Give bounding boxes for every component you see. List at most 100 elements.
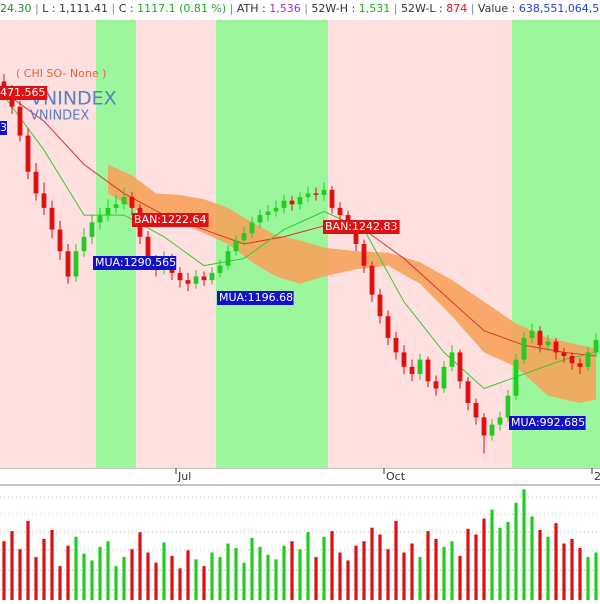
candle-body [89, 222, 95, 237]
candle-body [73, 251, 79, 277]
volume-bar [82, 553, 86, 600]
volume-bar [194, 559, 198, 600]
volume-bar [346, 560, 350, 600]
candle-body [97, 215, 103, 223]
candle-body [497, 417, 503, 425]
separator: | [108, 2, 119, 15]
volume-bar [450, 541, 454, 600]
candle-body [209, 272, 215, 281]
header-value: 24.30 [0, 2, 32, 15]
volume-bar [66, 545, 70, 600]
candle-body [425, 359, 431, 382]
candle-body [441, 366, 447, 389]
volume-bar [202, 566, 206, 600]
candle-body [33, 171, 39, 194]
volume-bar [258, 546, 262, 600]
volume-bar [154, 562, 158, 600]
signal-zone [96, 20, 136, 468]
candle-body [185, 280, 191, 284]
header-value: 874 [446, 2, 467, 15]
header-label: 52W-H : [311, 2, 358, 15]
candle-body [233, 240, 239, 252]
volume-bar [546, 536, 550, 600]
ma-line [3, 95, 597, 390]
annotation-box [323, 220, 400, 234]
annotation: MUA:1290.565 [95, 256, 176, 269]
candle-body [57, 229, 63, 252]
volume-bar [242, 562, 246, 600]
candle-body [201, 276, 207, 281]
annotation: MUA:992.685 [511, 416, 585, 429]
volume-bar [362, 541, 366, 600]
candle-body [513, 359, 519, 396]
volume-bar [106, 541, 110, 600]
candle-body [281, 200, 287, 208]
header-label: Value : [478, 2, 519, 15]
volume-bar [522, 489, 526, 600]
symbol: VNINDEX [30, 88, 117, 110]
volume-bar [458, 555, 462, 600]
volume-bar [434, 538, 438, 600]
volume-bar [410, 543, 414, 600]
volume-bar [162, 542, 166, 600]
annotation-box [509, 416, 586, 430]
candle-body [217, 265, 223, 273]
candle-body [257, 215, 263, 223]
candle-body [361, 244, 367, 266]
annotation-box [132, 213, 209, 227]
candle-body [289, 200, 295, 205]
candle-body [337, 207, 343, 216]
x-tick-label: Jul [177, 470, 191, 483]
candle-body [409, 366, 415, 375]
header-label: C : [119, 2, 137, 15]
header-value: 1,111.41 [59, 2, 108, 15]
header-value: 638,551,064,576 [519, 2, 600, 15]
candle-body [377, 294, 383, 317]
volume-bar [122, 557, 126, 600]
header-label: 52W-L : [401, 2, 446, 15]
candle-body [193, 276, 199, 284]
volume-bar [98, 546, 102, 600]
separator: | [467, 2, 478, 15]
annotation-box [0, 86, 48, 100]
separator: | [226, 2, 237, 15]
header-label: L : [42, 2, 59, 15]
volume-bar [290, 541, 294, 600]
volume-bar [74, 536, 78, 600]
ma-line [3, 91, 597, 357]
volume-bar [90, 560, 94, 600]
volume-bar [322, 536, 326, 600]
header-value: 1,536 [269, 2, 301, 15]
volume-bar [2, 541, 6, 600]
volume-bar [378, 534, 382, 600]
volume-bar [130, 549, 134, 600]
volume-bar [250, 537, 254, 600]
volume-bar [314, 557, 318, 600]
candle-body [585, 352, 591, 367]
candle-body [521, 337, 527, 360]
candle-body [17, 106, 23, 136]
annotation: BAN:1222.64 [134, 213, 207, 226]
candle-body [129, 197, 135, 208]
candle-body [457, 352, 463, 382]
volume-bar [170, 555, 174, 600]
candle-body [81, 236, 87, 252]
candle-body [49, 207, 55, 230]
volume-bar [234, 548, 238, 600]
candle-body [353, 225, 359, 244]
volume-bar [50, 529, 54, 600]
volume-bar [474, 534, 478, 600]
volume-bar [138, 532, 142, 600]
candle-body [577, 363, 583, 367]
volume-bar [42, 538, 46, 600]
candle-body [529, 330, 535, 338]
volume-bar [530, 516, 534, 600]
volume-bar [58, 566, 62, 600]
candle-body [121, 197, 127, 205]
candle-body [25, 135, 31, 172]
header: 24.30 | L : 1,111.41 | C : 1117.1 (0.81 … [0, 0, 600, 18]
volume-bar [482, 518, 486, 600]
candle-body [393, 337, 399, 353]
volume-bar [402, 552, 406, 600]
